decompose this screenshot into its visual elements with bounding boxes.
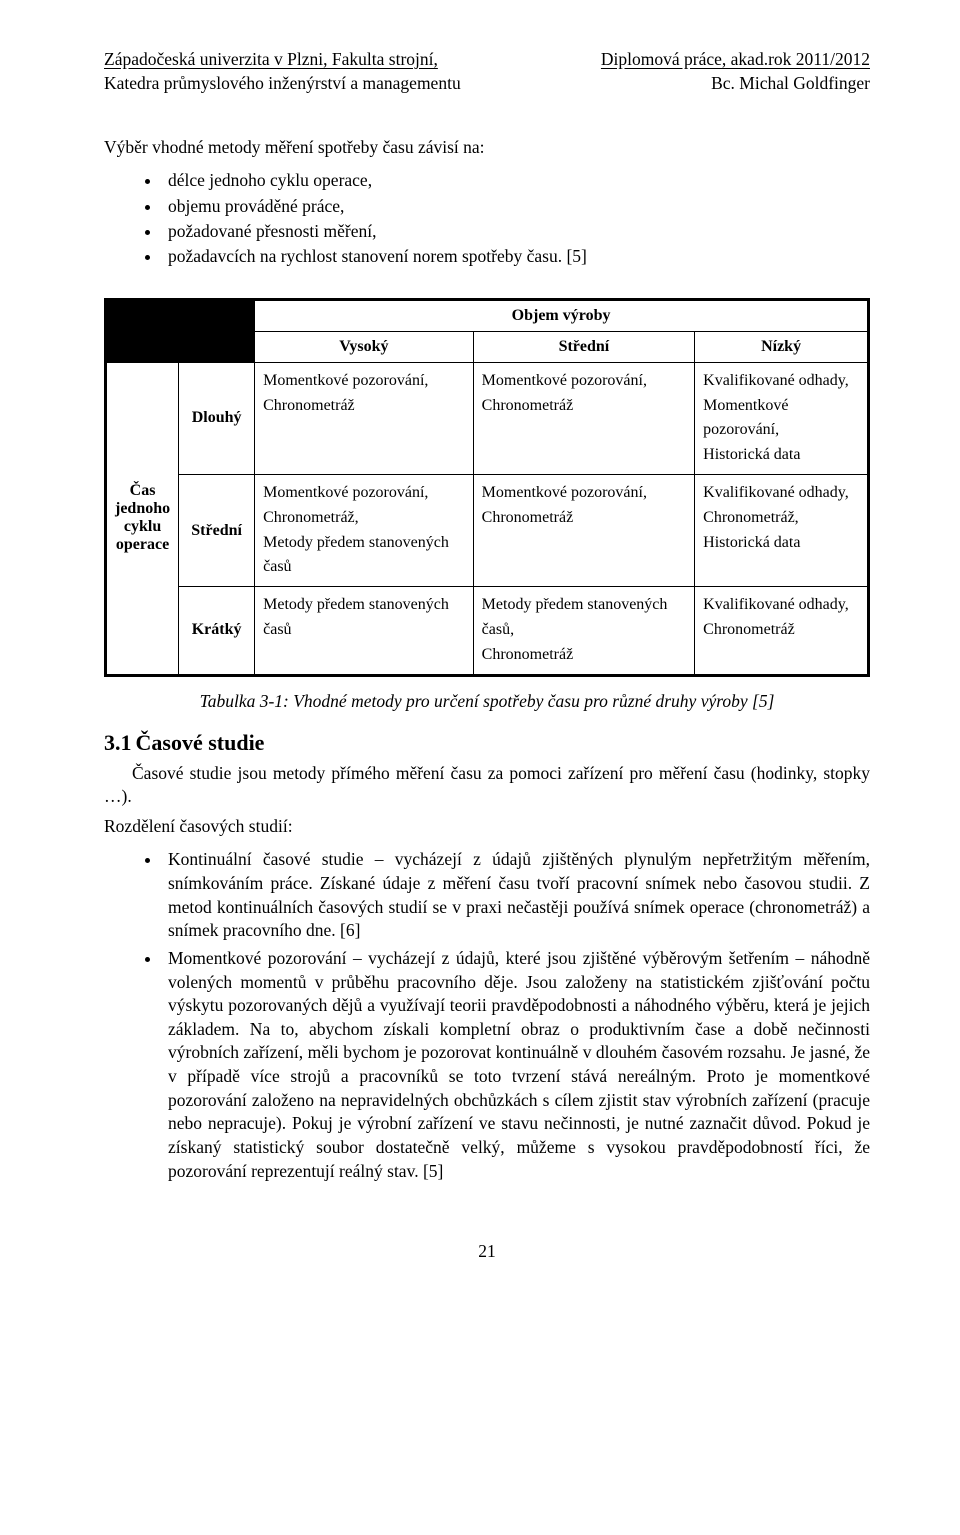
table-row-label: Střední: [179, 474, 255, 586]
intro-bullet: délce jednoho cyklu operace,: [162, 168, 870, 193]
header-right-1: Diplomová práce, akad.rok 2011/2012: [601, 48, 870, 72]
header-left-1: Západočeská univerzita v Plzni, Fakulta …: [104, 48, 438, 72]
section-title: Časové studie: [136, 730, 265, 755]
header-row-2: Katedra průmyslového inženýrství a manag…: [104, 72, 870, 96]
table-cell: Kvalifikované odhady,Chronometráž: [695, 587, 869, 675]
study-item: Kontinuální časové studie – vycházejí z …: [162, 848, 870, 943]
studies-list: Kontinuální časové studie – vycházejí z …: [104, 848, 870, 1183]
table-caption: Tabulka 3-1: Vhodné metody pro určení sp…: [104, 691, 870, 712]
header-left-2: Katedra průmyslového inženýrství a manag…: [104, 72, 461, 96]
table-cell: Kvalifikované odhady,Momentkové pozorová…: [695, 362, 869, 474]
paragraph: Rozdělení časových studií:: [104, 815, 870, 839]
table-row-super: Čas jednoho cyklu operace: [106, 362, 179, 675]
header-row-1: Západočeská univerzita v Plzni, Fakulta …: [104, 48, 870, 72]
intro-text: Výběr vhodné metody měření spotřeby času…: [104, 137, 870, 158]
page-number: 21: [104, 1241, 870, 1262]
page-header: Západočeská univerzita v Plzni, Fakulta …: [104, 48, 870, 95]
table-cell: Kvalifikované odhady,Chronometráž,Histor…: [695, 474, 869, 586]
table-cell: Metody předem stanovených časů: [255, 587, 474, 675]
table-cell: Momentkové pozorování,Chronometráž,Metod…: [255, 474, 474, 586]
table-row-label: Krátký: [179, 587, 255, 675]
table-cell: Momentkové pozorování,Chronometráž: [255, 362, 474, 474]
table-row-label: Dlouhý: [179, 362, 255, 474]
intro-bullet: požadované přesnosti měření,: [162, 219, 870, 244]
section-heading: 3.1Časové studie: [104, 730, 870, 756]
study-item: Momentkové pozorování – vycházejí z údaj…: [162, 947, 870, 1183]
header-right-2: Bc. Michal Goldfinger: [711, 72, 870, 96]
table-col-header: Střední: [473, 331, 694, 362]
table-col-header: Nízký: [695, 331, 869, 362]
section-number: 3.1: [104, 730, 132, 756]
table-cell: Momentkové pozorování,Chronometráž: [473, 362, 694, 474]
intro-bullet: objemu prováděné práce,: [162, 194, 870, 219]
table-corner-black: [106, 299, 255, 362]
paragraph: Časové studie jsou metody přímého měření…: [104, 762, 870, 809]
table-super-header: Objem výroby: [255, 299, 869, 331]
methods-table: Objem výroby Vysoký Střední Nízký Čas je…: [104, 298, 870, 677]
table-cell: Momentkové pozorování,Chronometráž: [473, 474, 694, 586]
table-col-header: Vysoký: [255, 331, 474, 362]
intro-bullet: požadavcích na rychlost stanovení norem …: [162, 244, 870, 269]
table-cell: Metody předem stanovených časů,Chronomet…: [473, 587, 694, 675]
intro-bullets: délce jednoho cyklu operace, objemu prov…: [104, 168, 870, 270]
